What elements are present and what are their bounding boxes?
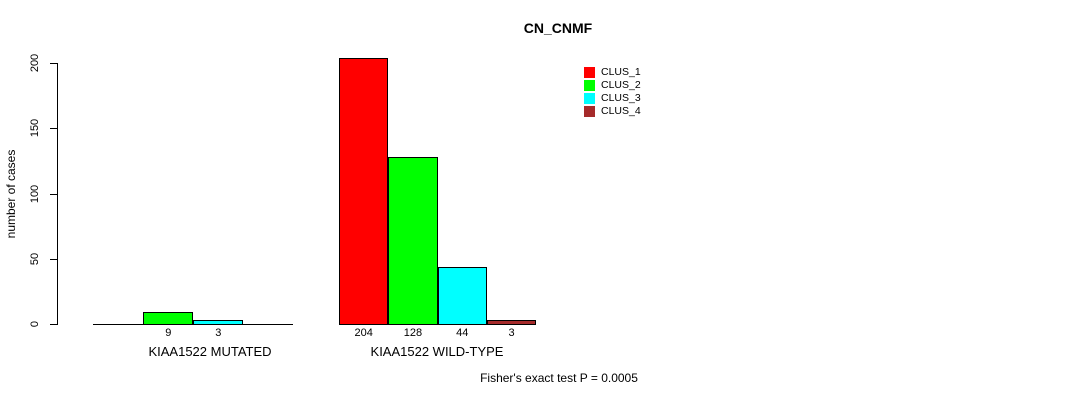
legend-label: CLUS_4 (601, 105, 641, 117)
legend-swatch-icon (584, 106, 595, 117)
bar-clus-2-kiaa1522-wild-type (388, 157, 438, 325)
bar-value-label: 9 (165, 327, 172, 339)
y-tick-mark (50, 63, 57, 65)
legend-label: CLUS_3 (601, 92, 641, 104)
bar-clus-2-kiaa1522-mutated (143, 312, 194, 325)
bar-clus-1-kiaa1522-wild-type (339, 58, 389, 325)
y-tick-label: 0 (29, 320, 41, 328)
bar-clus-3-kiaa1522-mutated (193, 320, 244, 325)
legend: CLUS_1 CLUS_2 CLUS_3 CLUS_4 (584, 66, 641, 118)
group-label-kiaa1522-wild-type: KIAA1522 WILD-TYPE (370, 344, 504, 359)
bar-value-label: 44 (456, 327, 469, 339)
bar-value-label: 128 (403, 327, 423, 339)
bar-value-label: 3 (508, 327, 515, 339)
y-tick-label: 200 (29, 54, 41, 73)
y-axis-line (57, 63, 58, 325)
y-tick-mark (50, 324, 57, 325)
y-tick-mark (50, 128, 57, 130)
legend-entry-clus-4: CLUS_4 (584, 105, 641, 118)
legend-swatch-icon (584, 93, 595, 104)
y-tick-mark (50, 193, 57, 195)
bar-value-label: 3 (215, 327, 222, 339)
fisher-test-annotation: Fisher's exact test P = 0.0005 (480, 371, 638, 385)
group-label-kiaa1522-mutated: KIAA1522 MUTATED (148, 344, 272, 359)
bar-value-label: 204 (354, 327, 373, 339)
y-tick-label: 100 (29, 184, 41, 203)
y-tick-mark (50, 258, 57, 260)
legend-entry-clus-3: CLUS_3 (584, 92, 641, 105)
legend-label: CLUS_2 (601, 79, 641, 91)
bar-clus-3-kiaa1522-wild-type (437, 266, 487, 325)
legend-entry-clus-2: CLUS_2 (584, 79, 641, 92)
legend-swatch-icon (584, 80, 595, 91)
bar-clus-4-kiaa1522-wild-type (486, 320, 537, 325)
legend-label: CLUS_1 (601, 66, 641, 78)
y-tick-label: 150 (29, 119, 41, 138)
y-axis-label: number of cases (4, 149, 18, 239)
legend-swatch-icon (584, 67, 595, 78)
y-tick-label: 50 (29, 252, 41, 265)
legend-entry-clus-1: CLUS_1 (584, 66, 641, 79)
chart-title: CN_CNMF (523, 20, 593, 36)
